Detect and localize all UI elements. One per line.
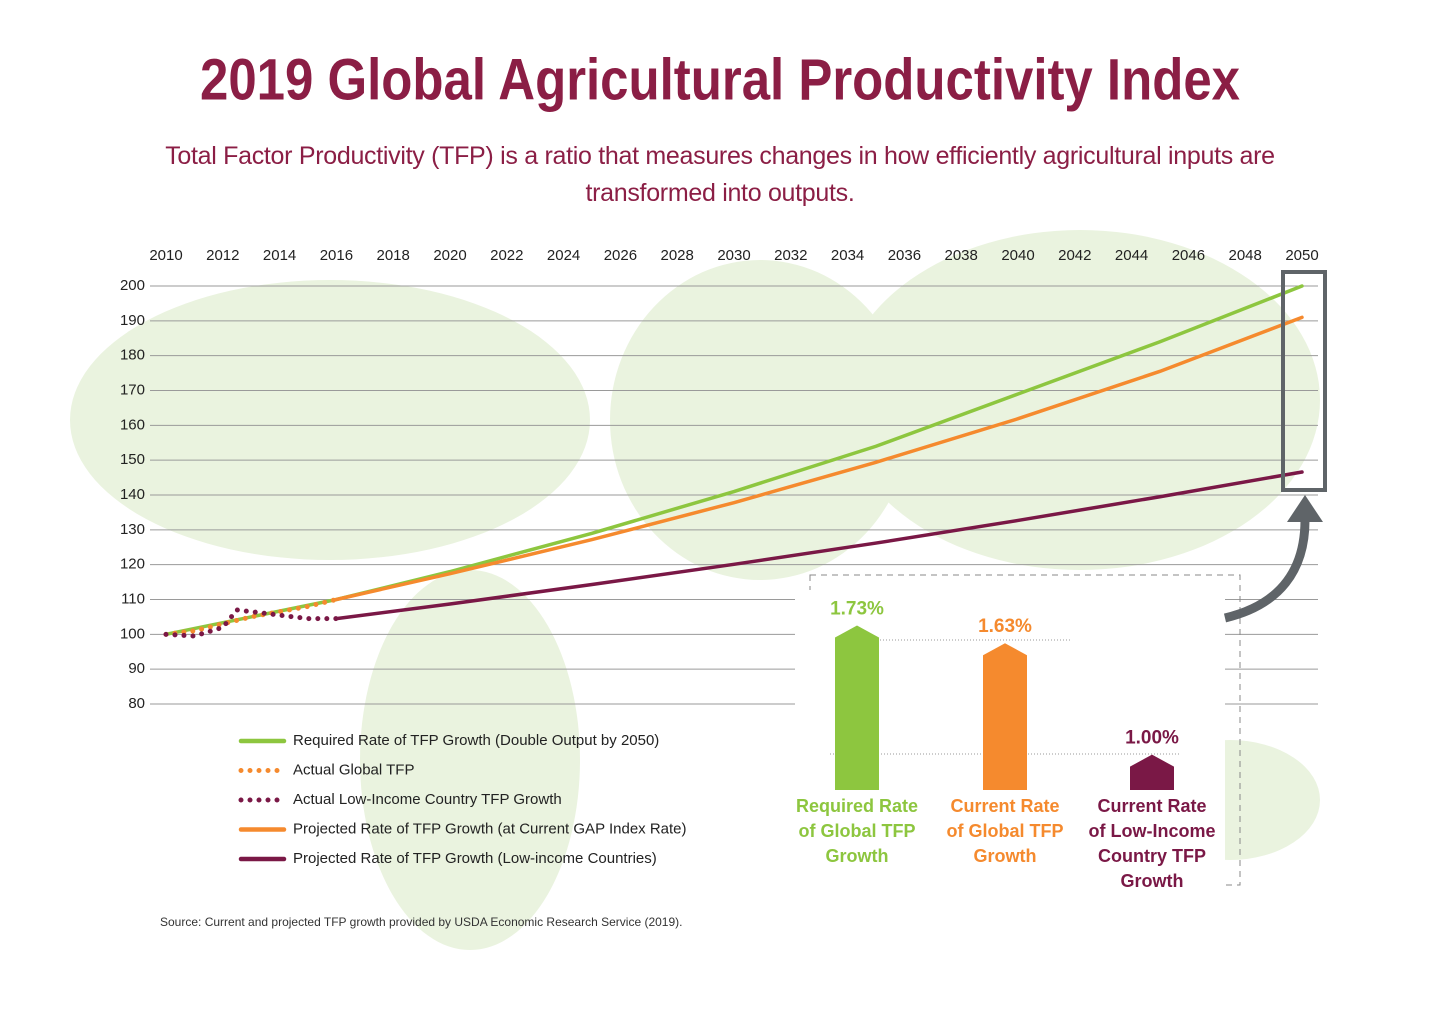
y-tick-label: 170 <box>120 381 145 398</box>
x-tick-label: 2040 <box>1001 247 1034 264</box>
x-tick-label: 2028 <box>661 247 694 264</box>
y-tick-label: 200 <box>120 277 145 294</box>
bar <box>1130 754 1174 790</box>
subtitle: Total Factor Productivity (TFP) is a rat… <box>165 142 1275 207</box>
source-note: Source: Current and projected TFP growth… <box>160 915 682 929</box>
x-tick-label: 2036 <box>888 247 921 264</box>
bar <box>835 625 879 790</box>
map-background <box>70 230 1320 950</box>
y-tick-label: 160 <box>120 416 145 433</box>
series-line <box>163 607 339 639</box>
x-tick-label: 2034 <box>831 247 864 264</box>
x-tick-label: 2046 <box>1172 247 1205 264</box>
y-tick-label: 120 <box>120 556 145 573</box>
arrow <box>1223 519 1310 623</box>
x-tick-label: 2026 <box>604 247 637 264</box>
x-tick-label: 2018 <box>377 247 410 264</box>
y-tick-label: 140 <box>120 486 145 503</box>
series-line <box>334 470 1304 621</box>
category-label: Current Rate of Low-Income Country TFP G… <box>1088 796 1216 891</box>
x-tick-label: 2044 <box>1115 247 1148 264</box>
arrow-head <box>1287 495 1323 522</box>
x-tick-label: 2012 <box>206 247 239 264</box>
x-tick-label: 2042 <box>1058 247 1091 264</box>
chart-title: 2019 Global Agricultural Productivity In… <box>200 47 1240 112</box>
y-tick-label: 180 <box>120 347 145 364</box>
y-tick-label: 80 <box>128 695 145 712</box>
x-tick-label: 2030 <box>717 247 750 264</box>
x-tick-label: 2050 <box>1285 247 1318 264</box>
value-label: 1.73% <box>830 599 884 620</box>
series-line <box>163 597 339 637</box>
x-tick-label: 2020 <box>433 247 466 264</box>
value-label: 1.00% <box>1125 728 1179 749</box>
x-tick-label: 2024 <box>547 247 580 264</box>
x-tick-label: 2048 <box>1229 247 1262 264</box>
legend-label: Projected Rate of TFP Growth (at Current… <box>293 820 687 837</box>
legend-label: Actual Global TFP <box>293 761 414 778</box>
legend-label: Required Rate of TFP Growth (Double Outp… <box>293 732 659 749</box>
y-tick-label: 150 <box>120 451 145 468</box>
x-tick-label: 2010 <box>149 247 182 264</box>
bar <box>983 643 1027 790</box>
value-label: 1.63% <box>978 616 1032 637</box>
category-label: Required Rate of Global TFP Growth <box>795 796 919 866</box>
x-tick-label: 2022 <box>490 247 523 264</box>
series-line <box>334 315 1304 602</box>
y-tick-label: 110 <box>121 590 145 607</box>
y-tick-label: 190 <box>120 312 145 329</box>
x-tick-label: 2038 <box>945 247 978 264</box>
highlight-box <box>1281 270 1327 492</box>
y-tick-label: 130 <box>120 521 145 538</box>
x-tick-label: 2016 <box>320 247 353 264</box>
x-tick-label: 2014 <box>263 247 296 264</box>
category-label: Current Rate of Global TFP Growth <box>946 796 1064 866</box>
x-tick-label: 2032 <box>774 247 807 264</box>
y-tick-label: 100 <box>120 625 145 642</box>
y-tick-label: 90 <box>128 660 145 677</box>
legend-label: Projected Rate of TFP Growth (Low-income… <box>293 850 657 867</box>
legend-label: Actual Low-Income Country TFP Growth <box>293 791 562 808</box>
